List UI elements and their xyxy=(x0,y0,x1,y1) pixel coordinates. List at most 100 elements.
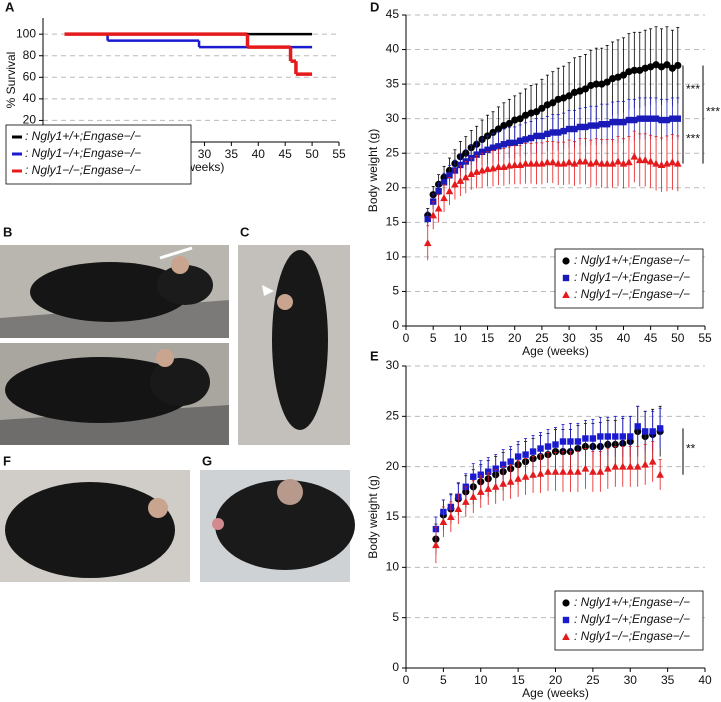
y-tick-label: 25 xyxy=(386,409,400,423)
marker xyxy=(514,474,522,482)
legend-swatch xyxy=(562,274,570,282)
marker xyxy=(589,435,597,442)
marker xyxy=(489,128,497,137)
marker xyxy=(641,156,649,164)
x-tick-label: 50 xyxy=(305,147,319,161)
legend-label: : Ngly1+/+;Engase−/− xyxy=(574,253,690,267)
legend-label: : Ngly1−/+;Engase−/− xyxy=(574,612,690,626)
marker xyxy=(674,159,682,167)
marker xyxy=(582,435,589,442)
y-tick-label: 0 xyxy=(392,660,399,674)
y-tick-label: 5 xyxy=(392,610,399,624)
marker xyxy=(485,468,492,475)
y-tick-label: 80 xyxy=(23,48,37,62)
marker xyxy=(457,161,464,169)
marker xyxy=(668,64,676,72)
panel-letter: E xyxy=(370,348,379,363)
panel-letter: F xyxy=(3,453,11,468)
marker xyxy=(611,462,620,470)
marker xyxy=(565,92,573,100)
significance-label: *** xyxy=(706,105,720,119)
marker xyxy=(456,176,465,184)
marker xyxy=(484,484,493,492)
marker xyxy=(656,425,664,432)
x-tick-label: 25 xyxy=(586,673,600,687)
marker xyxy=(570,159,579,167)
panel-letter: A xyxy=(5,0,15,14)
x-tick-label: 10 xyxy=(474,673,488,687)
marker xyxy=(514,453,522,460)
marker xyxy=(544,130,551,138)
marker xyxy=(582,123,589,131)
marker xyxy=(494,163,503,171)
marker xyxy=(543,101,551,109)
marker xyxy=(597,433,604,440)
significance-label: ** xyxy=(686,442,696,456)
marker xyxy=(560,94,568,102)
marker xyxy=(674,115,682,122)
marker xyxy=(516,115,524,123)
marker xyxy=(589,467,597,475)
legend-box xyxy=(5,124,192,185)
marker xyxy=(500,163,508,171)
marker xyxy=(642,115,649,122)
marker xyxy=(506,477,515,485)
marker xyxy=(592,80,600,88)
marker xyxy=(630,66,638,74)
marker xyxy=(625,116,633,124)
marker xyxy=(484,146,491,153)
marker xyxy=(663,116,671,124)
panel-letter: D xyxy=(370,0,379,14)
marker xyxy=(587,81,595,90)
panel-letter: G xyxy=(202,453,212,468)
y-tick-label: 40 xyxy=(23,91,37,105)
marker xyxy=(630,152,639,160)
marker xyxy=(516,160,524,168)
marker xyxy=(603,120,611,128)
x-tick-label: 30 xyxy=(198,147,212,161)
marker xyxy=(656,470,664,478)
legend-label: : Ngly1+/+;Engase−/− xyxy=(25,129,141,143)
marker xyxy=(603,159,611,167)
marker xyxy=(462,173,470,181)
marker xyxy=(635,156,644,164)
marker xyxy=(506,139,513,147)
marker xyxy=(646,157,655,165)
legend-swatch xyxy=(562,633,570,640)
x-tick-label: 40 xyxy=(252,147,266,161)
legend-label: : Ngly1−/+;Engase−/− xyxy=(25,146,141,160)
marker xyxy=(521,472,530,480)
marker xyxy=(596,467,605,475)
marker xyxy=(529,470,537,478)
y-axis-label: Body weight (g) xyxy=(366,475,380,558)
marker xyxy=(500,141,508,148)
marker xyxy=(477,471,484,478)
x-tick-label: 55 xyxy=(698,331,712,345)
marker xyxy=(641,64,649,72)
x-tick-label: 35 xyxy=(225,147,239,161)
marker xyxy=(648,457,657,465)
marker xyxy=(612,433,619,440)
marker xyxy=(521,159,530,167)
marker xyxy=(604,464,612,472)
marker xyxy=(618,462,627,470)
marker xyxy=(559,159,568,167)
marker xyxy=(626,462,635,470)
marker xyxy=(581,157,590,165)
marker xyxy=(454,504,463,512)
legend-label: : Ngly1−/−;Engase−/− xyxy=(574,629,690,643)
significance-label: *** xyxy=(686,131,700,145)
marker xyxy=(483,165,492,173)
marker xyxy=(548,158,557,166)
legend-label: : Ngly1+/+;Engase−/− xyxy=(574,595,690,609)
marker xyxy=(576,123,584,131)
marker xyxy=(527,134,535,142)
marker xyxy=(549,99,557,107)
marker xyxy=(625,68,633,76)
photo-g xyxy=(200,470,355,582)
legend-box xyxy=(554,590,704,651)
marker xyxy=(451,180,459,188)
x-tick-label: 0 xyxy=(403,331,410,345)
marker xyxy=(555,129,562,136)
